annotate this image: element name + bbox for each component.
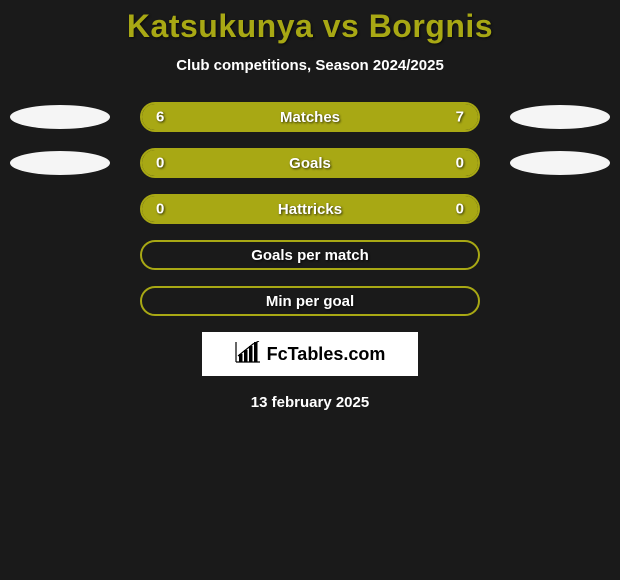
stat-row: Goals per match [0,240,620,270]
bar-chart-icon [235,341,261,368]
stat-row: 0 0 Goals [0,148,620,178]
stat-rows: 6 7 Matches 0 0 Goals 0 0 Hattricks Goals per mat… [0,102,620,316]
logo-box: FcTables.com [202,332,418,376]
stat-value-left: 0 [156,201,164,218]
bar-fill-left [142,104,297,130]
page-title: Katsukunya vs Borgnis [0,8,620,45]
stat-label: Goals [289,155,331,172]
stat-bar: 0 0 Hattricks [140,194,480,224]
stat-label: Min per goal [266,293,354,310]
subtitle: Club competitions, Season 2024/2025 [0,57,620,74]
bar-fill-left [142,150,310,176]
logo-inner: FcTables.com [235,341,386,368]
stat-value-right: 0 [456,201,464,218]
stat-row: Min per goal [0,286,620,316]
stat-value-left: 0 [156,155,164,172]
infographic-container: Katsukunya vs Borgnis Club competitions,… [0,0,620,411]
bar-fill-right [310,150,478,176]
stat-bar: 0 0 Goals [140,148,480,178]
player-shape-left [10,151,110,175]
logo-text: FcTables.com [267,344,386,365]
stat-row: 0 0 Hattricks [0,194,620,224]
stat-row: 6 7 Matches [0,102,620,132]
stat-label: Goals per match [251,247,369,264]
player-shape-right [510,105,610,129]
stat-value-right: 0 [456,155,464,172]
stat-bar: Min per goal [140,286,480,316]
stat-label: Hattricks [278,201,342,218]
stat-label: Matches [280,109,340,126]
stat-bar: Goals per match [140,240,480,270]
footer-date: 13 february 2025 [0,394,620,411]
stat-bar: 6 7 Matches [140,102,480,132]
player-shape-left [10,105,110,129]
player-shape-right [510,151,610,175]
stat-value-left: 6 [156,109,164,126]
stat-value-right: 7 [456,109,464,126]
